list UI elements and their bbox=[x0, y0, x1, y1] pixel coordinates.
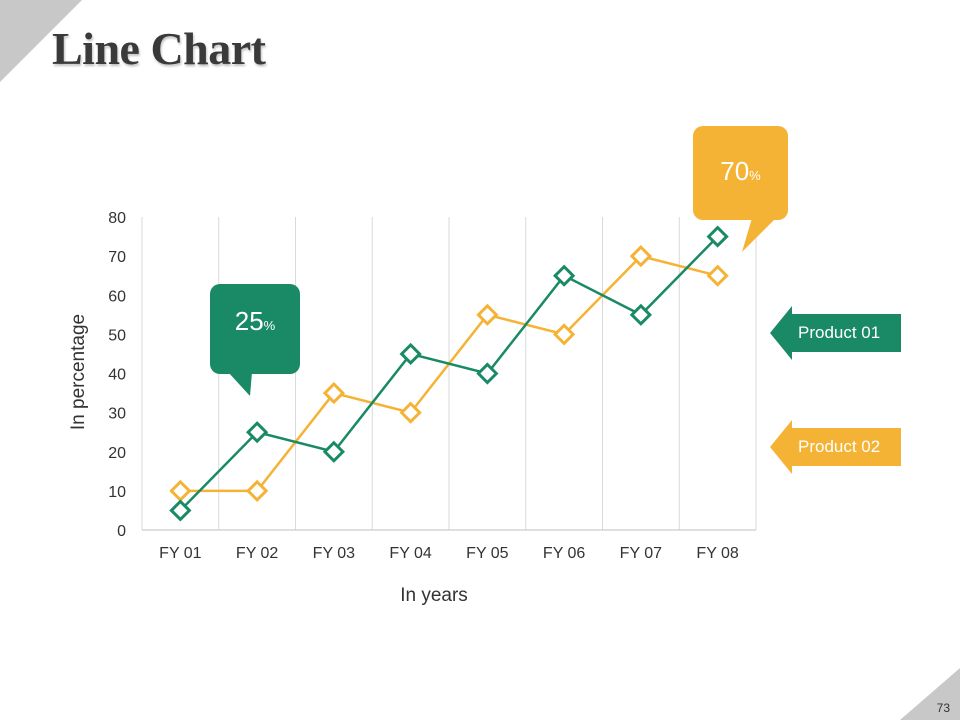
legend-product1: Product 01 bbox=[770, 314, 901, 352]
data-point-marker bbox=[629, 245, 652, 268]
x-tick-label: FY 07 bbox=[620, 545, 663, 562]
legend-arrows bbox=[770, 306, 901, 474]
legend-product2-label: Product 02 bbox=[798, 437, 881, 456]
grid bbox=[141, 217, 757, 530]
corner-decoration-bottom-right bbox=[900, 668, 960, 720]
callout-orange-box bbox=[693, 126, 788, 220]
legend-product1-label: Product 01 bbox=[798, 323, 881, 342]
corner-decoration-top-left bbox=[0, 0, 82, 82]
data-point-marker bbox=[246, 421, 269, 444]
data-point-marker bbox=[706, 264, 729, 287]
y-tick-label: 30 bbox=[108, 406, 126, 423]
callout-green-value: 25 bbox=[234, 306, 264, 336]
x-tick-label: FY 06 bbox=[543, 545, 586, 562]
callout-green-pointer bbox=[228, 372, 252, 396]
y-tick-label: 70 bbox=[108, 249, 126, 266]
y-tick-label: 40 bbox=[108, 367, 126, 384]
axes: 0 10 20 30 40 50 60 70 80 FY 01 FY 02 FY 03 FY 04 FY … bbox=[68, 210, 756, 606]
data-point-marker bbox=[629, 303, 652, 326]
legend-product1-arrow bbox=[770, 306, 901, 360]
x-tick-label: FY 02 bbox=[236, 545, 279, 562]
callout-product2-value: 70% bbox=[693, 156, 788, 187]
legend-product2-arrow bbox=[770, 420, 901, 474]
x-tick-label: FY 03 bbox=[313, 545, 356, 562]
y-tick-label: 80 bbox=[108, 210, 126, 227]
page-number: 73 bbox=[936, 701, 950, 715]
page-title: Line Chart bbox=[52, 23, 266, 74]
data-point-marker bbox=[169, 499, 192, 522]
callout-orange-unit: % bbox=[749, 168, 761, 183]
callout-product1-value: 25% bbox=[210, 306, 300, 337]
data-point-marker bbox=[169, 479, 192, 502]
x-tick-label: FY 05 bbox=[466, 545, 509, 562]
data-point-marker bbox=[322, 381, 345, 405]
data-point-marker bbox=[706, 225, 729, 248]
callout-green-unit: % bbox=[263, 318, 276, 333]
y-tick-label: 50 bbox=[108, 327, 126, 344]
x-tick-label: FY 08 bbox=[696, 545, 739, 562]
data-point-marker bbox=[322, 440, 345, 463]
series bbox=[169, 225, 729, 522]
y-axis-title: In percentage bbox=[68, 314, 89, 430]
x-tick-label: FY 04 bbox=[389, 545, 432, 562]
callout-shapes bbox=[210, 126, 788, 396]
data-point-marker bbox=[553, 264, 576, 287]
data-point-marker bbox=[476, 303, 499, 326]
series-line-1 bbox=[179, 235, 719, 512]
callout-orange-pointer bbox=[742, 218, 776, 252]
callout-green-box bbox=[210, 284, 300, 374]
data-point-marker bbox=[399, 401, 422, 424]
y-tick-label: 0 bbox=[117, 523, 126, 540]
data-point-marker bbox=[476, 362, 499, 385]
x-axis-title: In years bbox=[400, 585, 468, 606]
legend-product2: Product 02 bbox=[770, 428, 901, 466]
callout-orange-value: 70 bbox=[720, 156, 750, 186]
data-point-marker bbox=[399, 342, 422, 366]
y-tick-label: 20 bbox=[108, 445, 126, 462]
data-point-marker bbox=[246, 479, 269, 502]
y-tick-label: 60 bbox=[108, 288, 126, 305]
y-tick-label: 10 bbox=[108, 484, 126, 501]
x-tick-label: FY 01 bbox=[159, 545, 202, 562]
data-point-marker bbox=[553, 323, 576, 346]
